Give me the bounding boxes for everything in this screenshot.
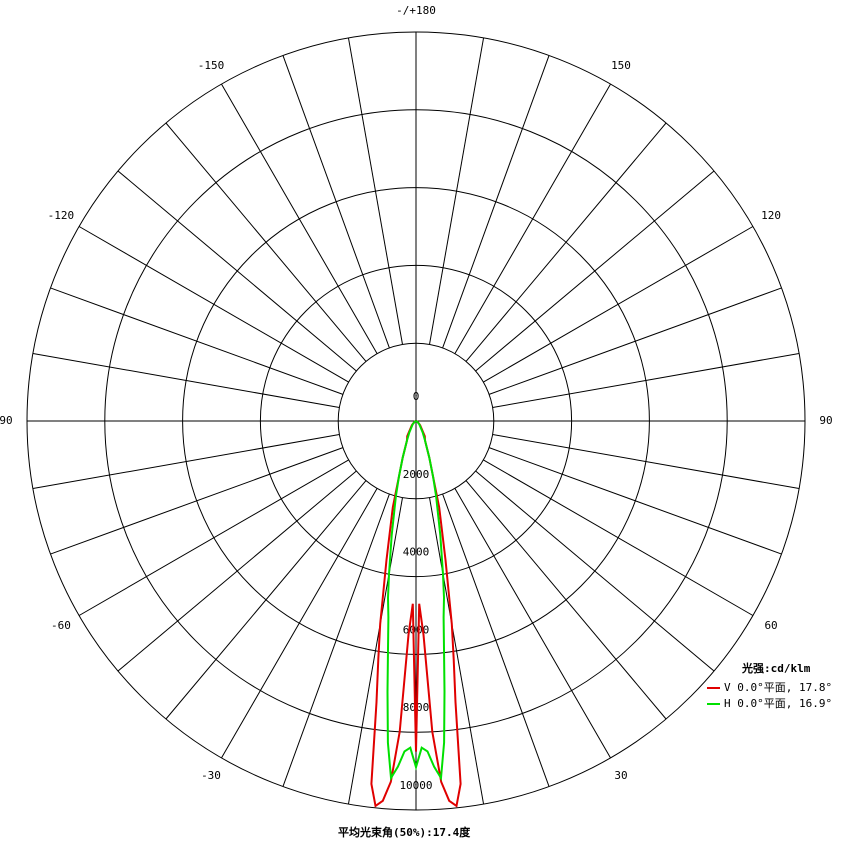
r-tick-label: 4000 — [403, 546, 430, 559]
spoke — [475, 470, 715, 672]
spoke — [50, 447, 344, 555]
spoke — [483, 459, 754, 616]
r-tick-label: 0 — [413, 390, 420, 403]
angle-label: 90 — [0, 414, 13, 427]
footer: 平均光束角(50%):17.4度 — [338, 825, 471, 839]
spoke — [465, 480, 667, 720]
spoke — [454, 488, 611, 759]
angle-label: 60 — [764, 619, 777, 632]
spoke — [429, 37, 485, 345]
angle-label: -60 — [51, 619, 71, 632]
angle-label: 90 — [819, 414, 832, 427]
spoke — [165, 480, 367, 720]
legend-label: H 0.0°平面, 16.9° — [724, 697, 832, 710]
spoke — [165, 122, 367, 362]
r-tick-label: 6000 — [403, 623, 430, 636]
angle-label: -30 — [201, 769, 221, 782]
spoke — [117, 470, 357, 672]
spoke — [492, 352, 800, 408]
spoke — [347, 497, 403, 805]
spoke — [117, 170, 357, 372]
spoke — [483, 226, 754, 383]
legend-title: 光强:cd/klm — [741, 661, 811, 675]
spoke — [442, 55, 550, 349]
spoke — [488, 287, 782, 395]
spoke — [282, 55, 390, 349]
spoke — [465, 122, 667, 362]
angle-label: 120 — [761, 209, 781, 222]
spoke — [221, 83, 378, 354]
spoke — [78, 459, 349, 616]
angle-label: -/+180 — [396, 4, 436, 17]
spoke — [282, 493, 390, 787]
angle-label: 30 — [614, 769, 627, 782]
angle-label: -150 — [198, 59, 225, 72]
angle-label: 150 — [611, 59, 631, 72]
spoke — [32, 352, 340, 408]
spoke — [454, 83, 611, 354]
r-tick-label: 10000 — [399, 779, 432, 792]
series-line — [386, 420, 446, 782]
spoke — [492, 434, 800, 490]
spoke — [429, 497, 485, 805]
spoke — [488, 447, 782, 555]
spoke — [50, 287, 344, 395]
spoke — [475, 170, 715, 372]
spoke — [78, 226, 349, 383]
spoke — [442, 493, 550, 787]
spoke — [32, 434, 340, 490]
r-tick-label: 2000 — [403, 468, 430, 481]
angle-label: -120 — [48, 209, 75, 222]
legend-label: V 0.0°平面, 17.8° — [724, 681, 832, 694]
spoke — [347, 37, 403, 345]
spoke — [221, 488, 378, 759]
